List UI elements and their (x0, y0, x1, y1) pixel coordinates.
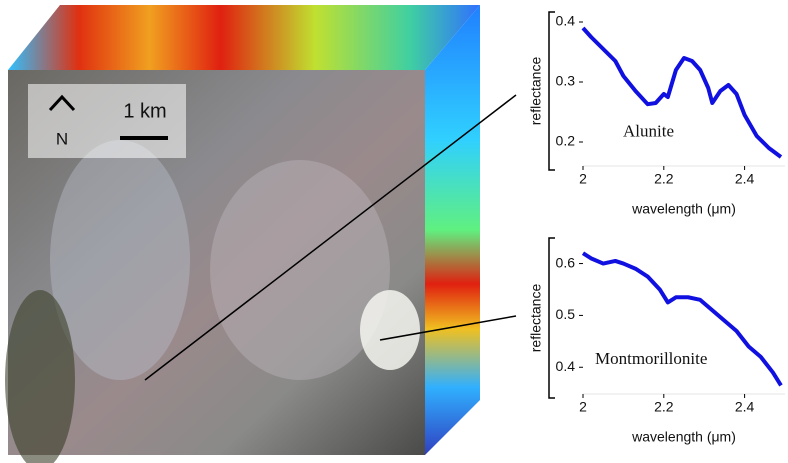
y-tick-label: 0.6 (556, 254, 576, 270)
cube-top (8, 5, 480, 70)
scale-label: 1 km (123, 100, 166, 122)
y-axis (549, 12, 555, 170)
x-tick-label: 2.4 (735, 399, 755, 415)
y-tick-label: 0.4 (556, 358, 576, 374)
image-region (5, 290, 75, 463)
annotation: Alunite (623, 121, 674, 140)
y-axis-label: reflectance (528, 284, 544, 353)
image-region (360, 290, 420, 370)
y-tick-label: 0.4 (556, 13, 576, 29)
x-tick-label: 2.2 (654, 399, 674, 415)
x-tick-label: 2 (579, 171, 587, 187)
figure: N 1 km 0.2 0.3 0.4 2 2.2 2.4 reflectance wavele… (0, 0, 788, 463)
y-tick-label: 0.5 (556, 306, 576, 322)
cube-side (425, 5, 480, 455)
annotation: Montmorillonite (595, 349, 707, 368)
x-tick-label: 2.4 (735, 171, 755, 187)
y-axis-label: reflectance (528, 57, 544, 126)
y-tick-label: 0.2 (556, 133, 576, 149)
y-axis (549, 238, 555, 398)
north-label: N (56, 129, 68, 148)
y-tick-label: 0.3 (556, 73, 576, 89)
x-tick-label: 2.2 (654, 171, 674, 187)
x-axis-label: wavelength (μm) (631, 429, 736, 445)
x-tick-label: 2 (579, 399, 587, 415)
x-axis-label: wavelength (μm) (631, 201, 736, 217)
data-line (583, 28, 781, 157)
